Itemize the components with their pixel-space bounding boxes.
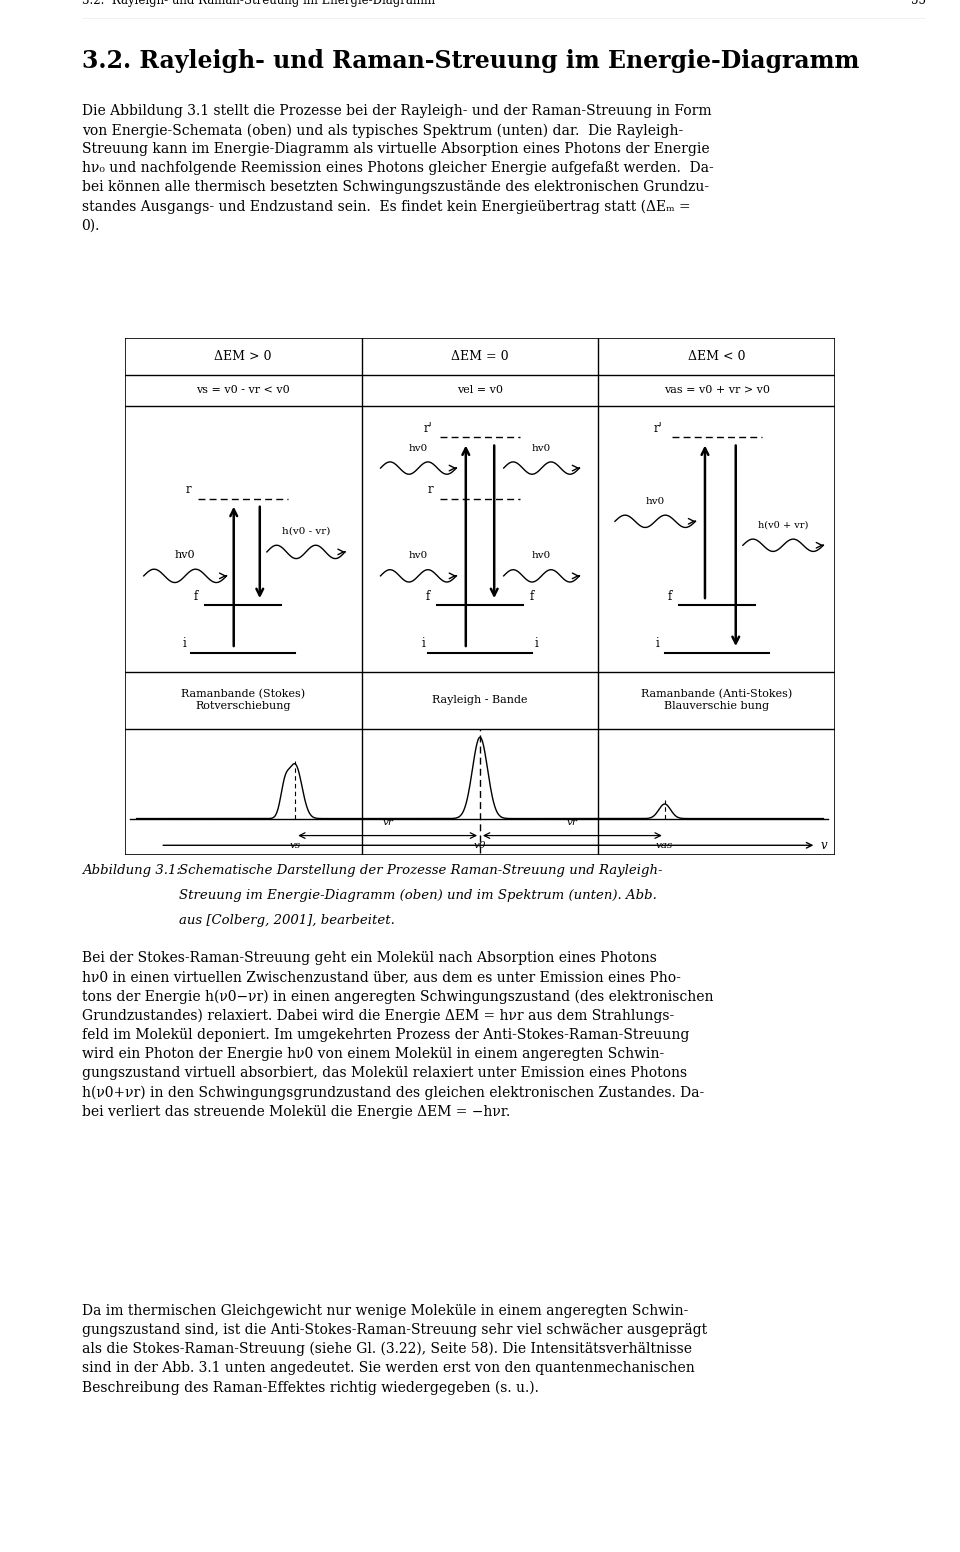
Text: i: i [421, 638, 425, 650]
Text: i: i [535, 638, 539, 650]
Text: hv0: hv0 [175, 549, 196, 560]
Text: f: f [194, 590, 198, 602]
Text: Da im thermischen Gleichgewicht nur wenige Moleküle in einem angeregten Schwin-
: Da im thermischen Gleichgewicht nur weni… [82, 1304, 707, 1395]
Text: hv0: hv0 [646, 497, 665, 506]
Text: i: i [656, 638, 660, 650]
Text: r: r [427, 483, 433, 497]
Text: vas = v0 + vr > v0: vas = v0 + vr > v0 [663, 385, 770, 396]
Text: Ramanbande (Stokes)
Rotverschiebung: Ramanbande (Stokes) Rotverschiebung [181, 689, 305, 711]
Text: f: f [530, 590, 534, 602]
Text: Bei der Stokes-Raman-Streuung geht ein Molekül nach Absorption eines Photons
hν0: Bei der Stokes-Raman-Streuung geht ein M… [82, 951, 713, 1119]
Text: vas: vas [656, 841, 673, 850]
Text: vs = v0 - vr < v0: vs = v0 - vr < v0 [197, 385, 290, 396]
Text: Abbildung 3.1:: Abbildung 3.1: [82, 864, 180, 877]
Text: vel = v0: vel = v0 [457, 385, 503, 396]
Text: ΔEM < 0: ΔEM < 0 [688, 349, 746, 363]
Text: Die Abbildung 3.1 stellt die Prozesse bei der Rayleigh- und der Raman-Streuung i: Die Abbildung 3.1 stellt die Prozesse be… [82, 104, 713, 233]
Text: f: f [667, 590, 672, 602]
Text: Rayleigh - Bande: Rayleigh - Bande [432, 695, 528, 705]
Text: i: i [182, 638, 186, 650]
Text: vs: vs [290, 841, 300, 850]
Text: r': r' [653, 422, 662, 435]
Text: f: f [426, 590, 430, 602]
Text: aus [Colberg, 2001], bearbeitet.: aus [Colberg, 2001], bearbeitet. [179, 914, 395, 927]
Text: hv0: hv0 [409, 551, 428, 560]
Text: vr: vr [382, 818, 393, 827]
Text: v0: v0 [473, 841, 487, 850]
Text: r': r' [423, 422, 432, 435]
Text: Schematische Darstellung der Prozesse Raman-Streuung und Rayleigh-: Schematische Darstellung der Prozesse Ra… [179, 864, 662, 877]
Text: hv0: hv0 [532, 444, 551, 453]
Text: hv0: hv0 [409, 444, 428, 453]
Text: r: r [186, 483, 192, 497]
Text: vr: vr [567, 818, 578, 827]
Text: 3.2. Rayleigh- und Raman-Streuung im Energie-Diagramm: 3.2. Rayleigh- und Raman-Streuung im Ene… [82, 48, 859, 73]
Text: ΔEM > 0: ΔEM > 0 [214, 349, 272, 363]
Text: h(v0 + vr): h(v0 + vr) [757, 521, 808, 529]
Text: hv0: hv0 [532, 551, 551, 560]
Text: Ramanbande (Anti-Stokes)
Blauverschie bung: Ramanbande (Anti-Stokes) Blauverschie bu… [641, 689, 792, 711]
Text: ΔEM = 0: ΔEM = 0 [451, 349, 509, 363]
Text: Streuung im Energie-Diagramm (oben) und im Spektrum (unten). Abb.: Streuung im Energie-Diagramm (oben) und … [179, 889, 657, 902]
Text: 55: 55 [911, 0, 926, 8]
Text: v: v [821, 838, 828, 852]
Text: 3.2.  Rayleigh- und Raman-Streuung im Energie-Diagramm: 3.2. Rayleigh- und Raman-Streuung im Ene… [82, 0, 435, 8]
Text: h(v0 - vr): h(v0 - vr) [282, 526, 330, 535]
